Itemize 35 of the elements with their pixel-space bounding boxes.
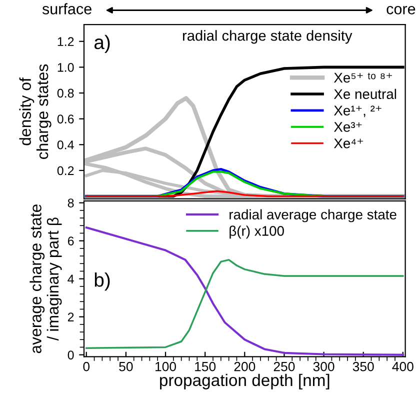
x-tick-label: 400 (392, 362, 414, 372)
legend-label: Xe neutral (334, 88, 396, 100)
text: surface (42, 3, 92, 14)
y-tick-label: 1.0 (58, 62, 74, 72)
y-tick-label: 0 (68, 350, 74, 360)
legend-label: Xe¹⁺, ²⁺ (334, 106, 382, 118)
x-tick-label: 150 (195, 362, 216, 372)
x-tick-label: 300 (313, 362, 334, 372)
legend-label: radial average charge state (230, 209, 396, 222)
y-tick-label: 0.6 (57, 114, 74, 124)
text: core (386, 6, 416, 14)
x-tick-label: 200 (234, 362, 256, 372)
legend-label: Xe⁵⁺ ᵗᵒ ⁸⁺ (334, 72, 392, 83)
x-tick-label: 50 (119, 362, 133, 372)
y-tick-label: 0.4 (57, 140, 74, 150)
x-tick-label: 0 (83, 362, 90, 372)
y-tick-label: 0.8 (57, 88, 74, 98)
x-axis-title: propagation depth [nm] (160, 374, 330, 390)
y-axis-title: average charge state / imaginary part β (30, 204, 62, 354)
y-tick-label: 4 (68, 274, 74, 284)
legend-label: β(r) x100 (230, 226, 284, 239)
y-tick-label: 1.2 (58, 37, 74, 46)
annotation: b) (94, 272, 110, 291)
y-tick-label: 0.2 (57, 166, 74, 176)
legend-label: Xe⁴⁺ (334, 138, 364, 148)
y-tick-label: 2 (68, 312, 74, 322)
x-tick-label: 350 (352, 362, 374, 372)
x-tick-label: 250 (274, 362, 295, 372)
annotation: a) (94, 34, 110, 54)
y-tick-label: 6 (68, 236, 74, 246)
chart-title: radial charge state density (182, 30, 352, 44)
legend-label: Xe³⁺ (334, 122, 362, 132)
y-tick-label: 8 (68, 198, 74, 208)
y-axis-title: density of charge states (19, 64, 52, 159)
x-tick-label: 100 (156, 362, 176, 372)
